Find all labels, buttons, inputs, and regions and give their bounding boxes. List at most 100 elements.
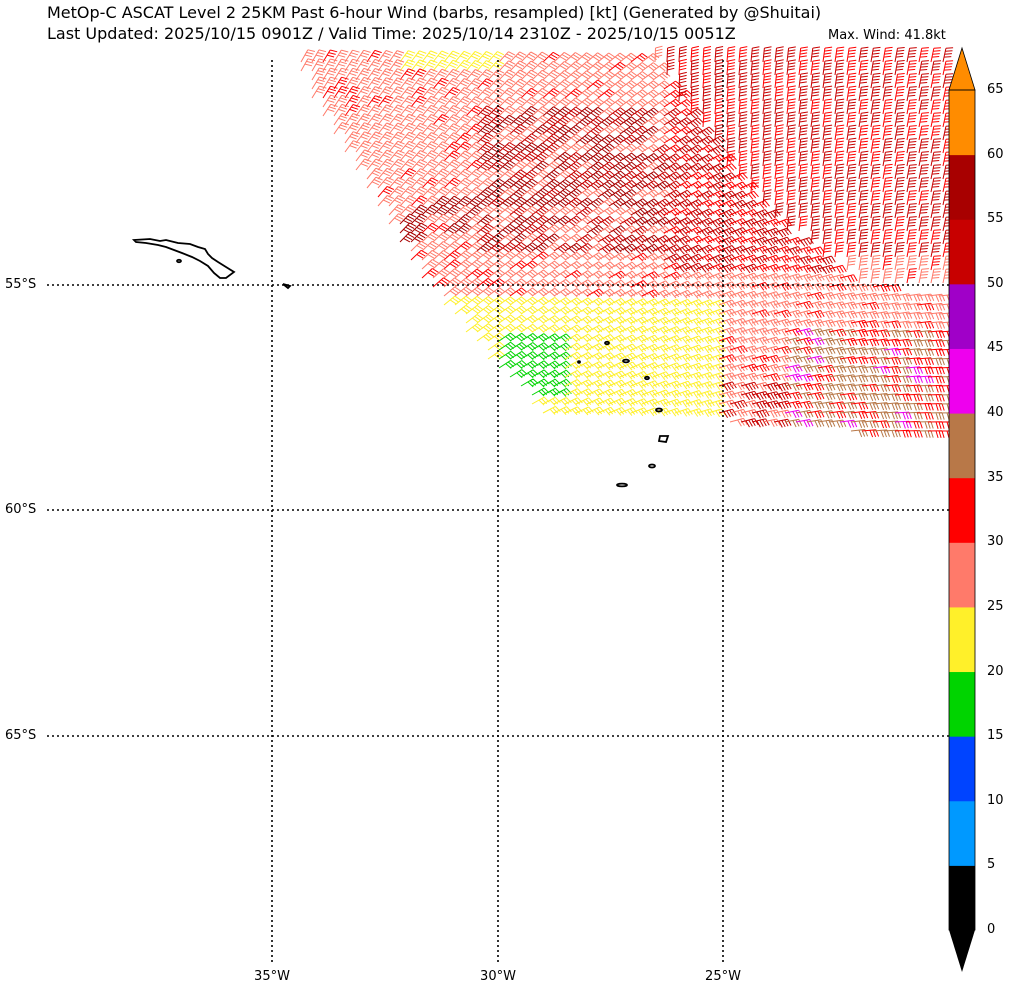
wind-barb <box>575 179 594 190</box>
wind-barb <box>619 125 638 136</box>
wind-barb <box>399 95 416 108</box>
wind-barb <box>410 231 428 243</box>
wind-barb <box>608 397 627 407</box>
wind-barb <box>774 98 784 115</box>
wind-barb <box>718 381 737 391</box>
wind-barb <box>597 306 616 316</box>
wind-barb <box>858 46 869 63</box>
wind-barb <box>597 379 616 389</box>
wind-barb <box>498 169 516 180</box>
wind-barb <box>666 58 675 76</box>
wind-barb <box>822 215 833 232</box>
wind-barb <box>531 269 550 279</box>
wind-barb <box>597 406 616 416</box>
wind-barb <box>564 297 583 307</box>
wind-barb <box>905 339 924 348</box>
wind-barb <box>674 353 693 363</box>
wind-barb <box>476 78 494 90</box>
wind-barb <box>586 197 605 209</box>
wind-barb <box>322 67 338 81</box>
wind-barb <box>773 318 792 328</box>
wind-barb <box>817 319 836 328</box>
wind-barb <box>674 108 693 117</box>
wind-barb <box>883 338 902 347</box>
wind-barb <box>810 46 821 63</box>
wind-barb <box>542 233 561 244</box>
wind-barb <box>443 195 461 207</box>
wind-barb <box>798 124 808 141</box>
wind-barb <box>740 345 759 354</box>
wind-barb <box>696 153 715 165</box>
wind-barb <box>674 271 693 281</box>
wind-barb <box>652 216 671 228</box>
wind-barb <box>531 60 549 72</box>
wind-barb <box>817 328 836 337</box>
wind-barb <box>861 292 880 302</box>
wind-barb <box>498 232 517 243</box>
wind-barb <box>740 181 759 191</box>
wind-barb <box>774 124 784 141</box>
wind-barb <box>509 350 528 360</box>
wind-barb <box>714 124 724 141</box>
wind-barb <box>498 296 517 306</box>
wind-barb <box>487 296 506 306</box>
wind-barb <box>421 259 439 270</box>
wind-barb <box>366 95 383 108</box>
wind-barb <box>641 62 660 72</box>
wind-barb <box>487 268 506 279</box>
wind-barb <box>630 198 649 209</box>
wind-barb <box>630 352 649 362</box>
wind-barb <box>798 137 808 154</box>
wind-barb <box>630 261 649 271</box>
wind-barb <box>597 88 616 99</box>
wind-barb <box>858 189 869 206</box>
wind-barb <box>619 70 638 81</box>
wind-barb <box>575 106 594 118</box>
wind-barb <box>685 117 704 128</box>
wind-barb <box>663 135 682 144</box>
wind-barb <box>366 149 383 162</box>
wind-barb <box>443 213 461 225</box>
wind-barb <box>509 196 528 208</box>
wind-barb <box>927 321 946 330</box>
wind-barbs-layer <box>300 45 957 439</box>
wind-barb <box>894 60 905 76</box>
wind-barb <box>774 189 784 206</box>
wind-barb <box>795 255 814 265</box>
wind-barb <box>906 268 917 284</box>
wind-barb <box>586 97 605 108</box>
wind-barb <box>553 115 571 127</box>
wind-barb <box>487 214 505 225</box>
wind-barb <box>553 324 572 334</box>
wind-barb <box>498 78 516 90</box>
wind-barb <box>487 60 505 72</box>
wind-barb <box>798 111 808 128</box>
wind-barb <box>520 87 538 99</box>
colorbar-tick-label: 35 <box>987 469 1004 485</box>
wind-barb <box>846 254 857 271</box>
wind-barb <box>861 429 880 438</box>
wind-barb <box>740 218 759 229</box>
wind-barb <box>942 47 954 63</box>
wind-barb <box>355 158 372 171</box>
wind-barb <box>652 298 671 308</box>
wind-barb <box>798 176 808 193</box>
wind-barb <box>750 111 760 128</box>
wind-barb <box>905 366 924 375</box>
wind-barb <box>630 361 649 371</box>
wind-barb <box>641 198 660 209</box>
colorbar-segment <box>949 606 975 673</box>
wind-barb <box>718 372 737 381</box>
colorbar <box>948 46 976 972</box>
wind-barb <box>663 198 682 210</box>
wind-barb <box>696 408 715 417</box>
wind-barb <box>575 251 594 261</box>
wind-barb <box>366 68 383 81</box>
wind-barb <box>388 68 405 81</box>
wind-barb <box>410 140 428 153</box>
wind-barb <box>586 106 605 118</box>
wind-barb <box>750 137 760 154</box>
wind-barb <box>410 186 428 198</box>
wind-barb <box>410 122 427 135</box>
wind-barb <box>685 135 704 146</box>
